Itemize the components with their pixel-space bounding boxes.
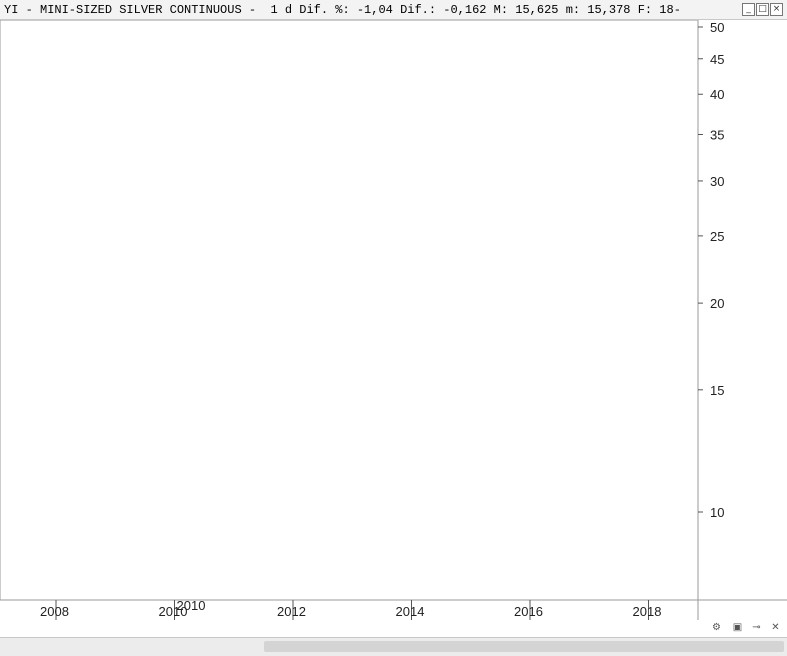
chart-axes: 10 15 20 25 30 35 40 45 50 2008 2010 2012 2014 2016 20… xyxy=(0,20,787,620)
chart-title: YI - MINI-SIZED SILVER CONTINUOUS - 1 d … xyxy=(4,3,681,17)
pin-icon[interactable]: ⊸ xyxy=(752,622,761,633)
y-axis-panel xyxy=(698,20,787,620)
plot-frame xyxy=(0,20,699,601)
y-tick-label: 35 xyxy=(710,127,724,142)
y-tick-label: 50 xyxy=(710,20,724,35)
y-tick-label: 15 xyxy=(710,383,724,398)
year-marker-label: 2010 xyxy=(177,598,206,613)
scrollbar-thumb[interactable] xyxy=(264,641,784,652)
y-tick-label: 45 xyxy=(710,52,724,67)
settings-icon[interactable]: ⚙ xyxy=(712,622,721,633)
close-icon[interactable]: × xyxy=(770,3,783,16)
window-titlebar: YI - MINI-SIZED SILVER CONTINUOUS - 1 d … xyxy=(0,0,787,20)
x-tick-label: 2014 xyxy=(396,604,425,619)
y-tick-label: 30 xyxy=(710,174,724,189)
y-tick-label: 20 xyxy=(710,296,724,311)
y-tick-label: 40 xyxy=(710,87,724,102)
x-tick-label: 2016 xyxy=(514,604,543,619)
x-tick-label: 2008 xyxy=(40,604,69,619)
x-tick-label: 2010 xyxy=(159,604,188,619)
horizontal-scrollbar[interactable] xyxy=(0,637,787,656)
restore-icon[interactable]: □ xyxy=(756,3,769,16)
minimize-icon[interactable]: _ xyxy=(742,3,755,16)
save-icon[interactable]: ▣ xyxy=(732,622,743,633)
close-chart-icon[interactable]: ✕ xyxy=(771,622,780,633)
y-tick-label: 25 xyxy=(710,229,724,244)
x-tick-label: 2018 xyxy=(633,604,662,619)
x-tick-label: 2012 xyxy=(277,604,306,619)
y-tick-label: 10 xyxy=(710,505,724,520)
price-chart: 10 15 20 25 30 35 40 45 50 2008 2010 2012 2014 2016 20… xyxy=(0,20,787,620)
